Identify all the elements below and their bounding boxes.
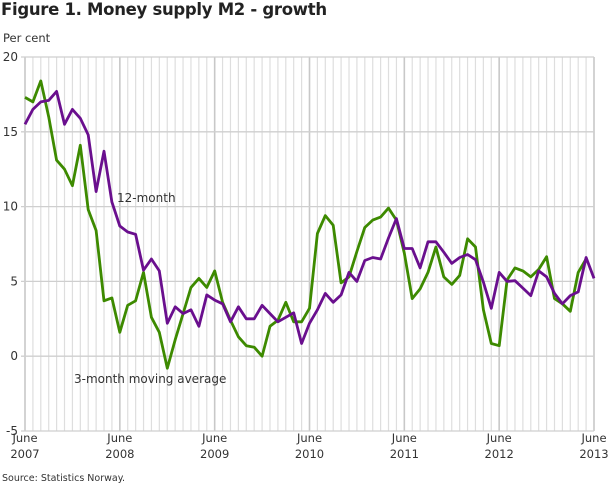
x-tick-month: June (11, 431, 37, 445)
y-axis-ticks: 20 15 10 5 0 -5 (3, 50, 18, 438)
x-tick-month: June (580, 431, 606, 445)
x-tick-month: June (201, 431, 227, 445)
y-tick-label: 20 (3, 50, 18, 64)
series-line-3-month-moving-average (24, 79, 588, 370)
series-label-12-month: 12-month (117, 191, 176, 205)
y-tick-label: -5 (6, 424, 18, 438)
x-tick-year: 2011 (390, 447, 419, 461)
x-tick-year: 2012 (485, 447, 514, 461)
x-axis-ticks: June 2007 June 2008 June 2009 June 2010 June 2011… (10, 431, 608, 461)
x-tick-year: 2008 (105, 447, 134, 461)
source-note: Source: Statistics Norway. (2, 473, 125, 484)
x-tick-month: June (391, 431, 417, 445)
x-tick-year: 2013 (579, 447, 608, 461)
series-lines (23, 79, 596, 370)
y-tick-label: 5 (10, 274, 18, 288)
y-axis-label: Per cent (3, 31, 51, 45)
y-tick-label: 10 (3, 200, 18, 214)
y-tick-label: 0 (10, 349, 18, 363)
y-tick-label: 15 (3, 125, 18, 139)
x-tick-year: 2009 (200, 447, 229, 461)
chart-title: Figure 1. Money supply M2 - growth (1, 0, 327, 19)
x-tick-month: June (106, 431, 132, 445)
series-label-3-month-moving-average: 3-month moving average (74, 372, 226, 386)
x-tick-year: 2007 (10, 447, 39, 461)
x-tick-month: June (296, 431, 322, 445)
series-line-12-month (23, 90, 596, 345)
x-tick-month: June (486, 431, 512, 445)
grid (21, 56, 595, 432)
x-tick-year: 2010 (295, 447, 324, 461)
